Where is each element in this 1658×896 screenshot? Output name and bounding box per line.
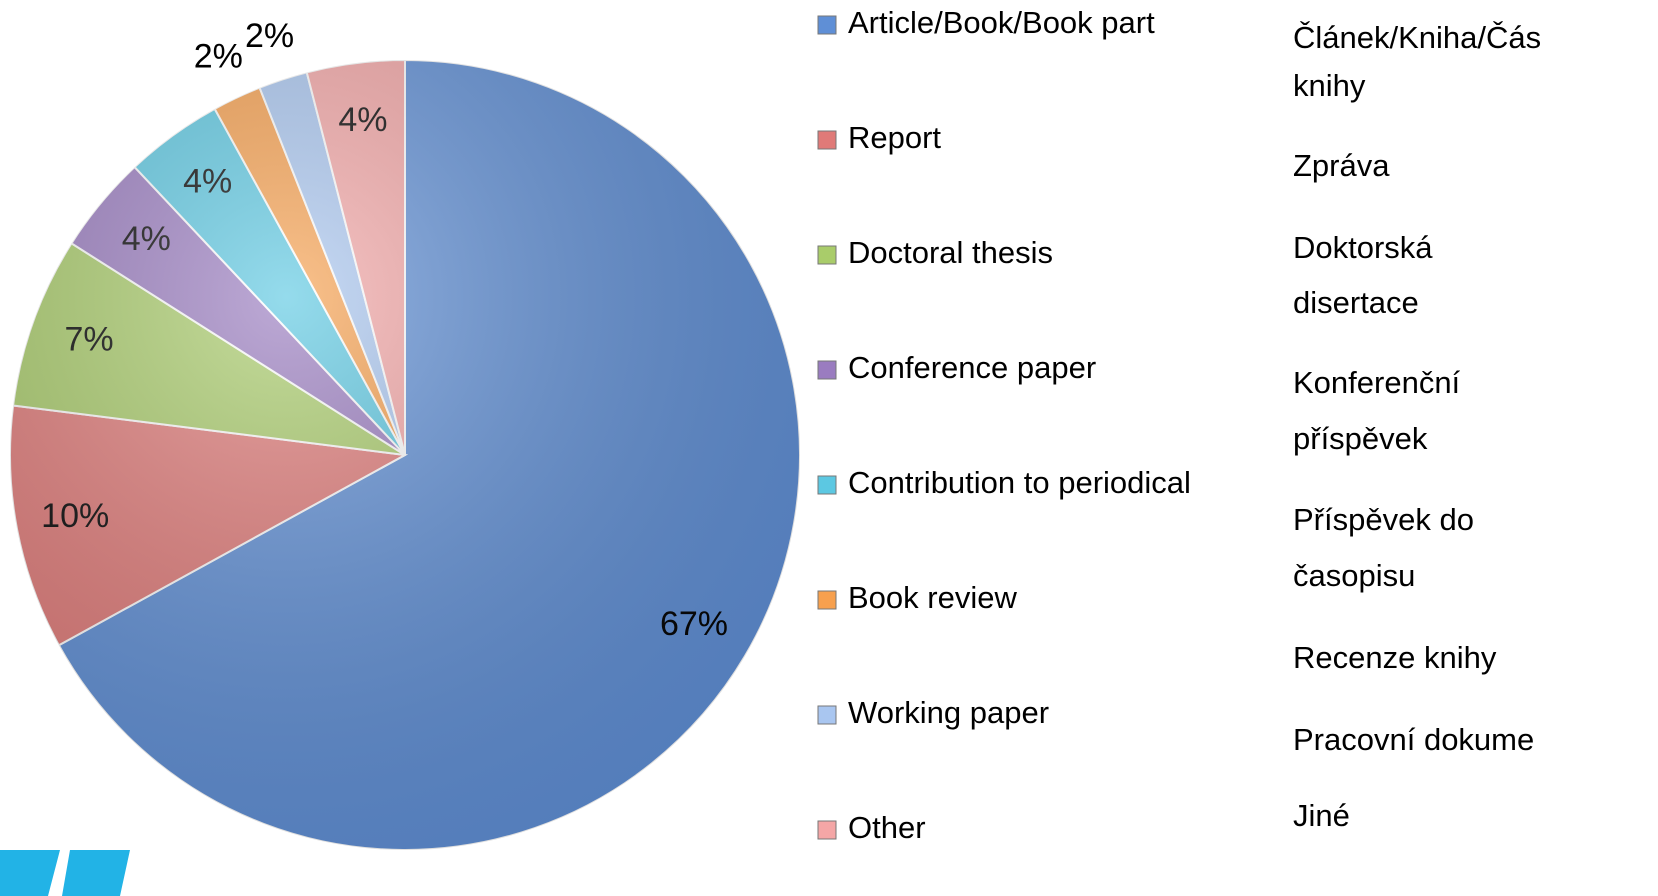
legend: Article/Book/Book part Report Doctoral the… — [817, 5, 1541, 845]
translation: knihy — [1293, 68, 1366, 103]
legend-label: Doctoral thesis — [848, 235, 1053, 270]
data-label: 7% — [65, 320, 114, 358]
legend-swatch — [817, 15, 837, 35]
legend-swatch — [817, 245, 837, 265]
legend-label: Book review — [848, 580, 1017, 615]
translation: příspěvek — [1293, 421, 1428, 456]
legend-label: Contribution to periodical — [848, 465, 1191, 500]
translation: disertace — [1293, 285, 1419, 320]
legend-swatch — [817, 590, 837, 610]
translation: časopisu — [1293, 558, 1415, 593]
data-label: 2% — [245, 17, 294, 55]
logo-fragment — [0, 850, 130, 896]
data-label: 10% — [41, 497, 109, 535]
legend-label: Report — [848, 120, 941, 155]
pie: 67% 10% 7% 4% 4% 2%2% 4% — [9, 17, 801, 851]
translation: Příspěvek do — [1293, 502, 1474, 537]
translation: Doktorská — [1293, 230, 1433, 265]
legend-swatch — [817, 475, 837, 495]
translation: Jiné — [1293, 798, 1350, 833]
legend-label: Article/Book/Book part — [848, 5, 1155, 40]
data-label: 67% — [660, 605, 728, 643]
data-label: 2% — [194, 37, 243, 75]
legend-swatch — [817, 130, 837, 150]
legend-label: Conference paper — [848, 350, 1096, 385]
translation: Článek/Kniha/Čás — [1293, 20, 1541, 55]
legend-swatch — [817, 360, 837, 380]
data-label: 4% — [183, 162, 232, 200]
translation: Konferenční — [1293, 365, 1461, 400]
translation: Zpráva — [1293, 148, 1390, 183]
legend-swatch — [817, 705, 837, 725]
legend-label: Other — [848, 810, 926, 845]
translation: Recenze knihy — [1293, 640, 1497, 675]
legend-label: Working paper — [848, 695, 1049, 730]
legend-swatch — [817, 820, 837, 840]
data-label: 4% — [338, 101, 387, 139]
translation: Pracovní dokume — [1293, 722, 1534, 757]
data-label: 4% — [122, 220, 171, 258]
